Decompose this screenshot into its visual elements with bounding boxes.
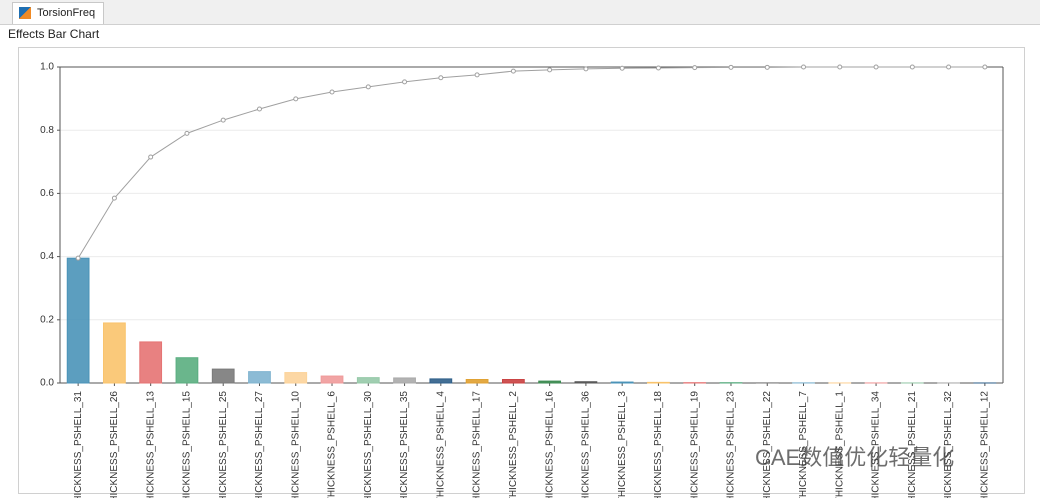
x-tick-label: THICKNESS_PSHELL_19 — [689, 391, 700, 498]
cumulative-marker — [293, 96, 299, 102]
cumulative-marker — [365, 84, 371, 90]
cumulative-marker — [402, 79, 408, 85]
bar — [66, 257, 90, 384]
x-tick-label: THICKNESS_PSHELL_23 — [726, 391, 737, 498]
cumulative-marker — [764, 64, 770, 70]
bar — [647, 381, 670, 384]
tab[interactable]: TorsionFreq — [12, 2, 105, 24]
x-tick-label: THICKNESS_PSHELL_35 — [399, 391, 410, 498]
x-tick-label: THICKNESS_PSHELL_4 — [435, 391, 446, 498]
bar — [284, 372, 308, 384]
cumulative-marker — [111, 195, 117, 201]
cumulative-marker — [184, 130, 190, 136]
cumulative-marker — [148, 154, 154, 160]
cumulative-marker — [220, 117, 226, 123]
cumulative-marker — [801, 64, 807, 70]
x-tick-label: THICKNESS_PSHELL_13 — [145, 391, 156, 498]
bar — [248, 371, 271, 384]
bar — [610, 381, 634, 384]
x-tick-label: THICKNESS_PSHELL_22 — [762, 391, 773, 498]
x-tick-label: THICKNESS_PSHELL_12 — [980, 391, 991, 498]
chart-frame — [18, 47, 1025, 494]
x-tick-label: THICKNESS_PSHELL_21 — [907, 391, 918, 498]
x-tick-label: THICKNESS_PSHELL_3 — [617, 391, 628, 498]
cumulative-marker — [873, 64, 879, 70]
x-tick-label: THICKNESS_PSHELL_31 — [73, 391, 84, 498]
x-tick-label: THICKNESS_PSHELL_25 — [218, 391, 229, 498]
x-tick-label: THICKNESS_PSHELL_1 — [834, 391, 845, 498]
cumulative-marker — [909, 64, 915, 70]
cumulative-marker — [619, 65, 625, 71]
x-tick-label: THICKNESS_PSHELL_16 — [544, 391, 555, 498]
x-tick-label: THICKNESS_PSHELL_2 — [508, 391, 519, 498]
x-tick-label: THICKNESS_PSHELL_27 — [254, 391, 265, 498]
bar — [103, 322, 126, 384]
cumulative-marker — [655, 65, 661, 71]
cumulative-marker — [692, 65, 698, 71]
bar — [320, 375, 344, 384]
bar — [393, 377, 416, 384]
y-tick-label: 0.8 — [40, 125, 54, 136]
x-tick-label: THICKNESS_PSHELL_36 — [581, 391, 592, 498]
bar — [501, 379, 525, 384]
x-tick-label: THICKNESS_PSHELL_30 — [363, 391, 374, 498]
bar — [356, 377, 380, 384]
cumulative-line — [77, 66, 985, 259]
cumulative-marker — [438, 75, 444, 81]
y-tick-label: 0.0 — [40, 378, 54, 389]
cumulative-marker — [256, 106, 262, 112]
x-tick-label: THICKNESS_PSHELL_32 — [943, 391, 954, 498]
x-tick-label: THICKNESS_PSHELL_10 — [290, 391, 301, 498]
bar — [429, 378, 453, 384]
x-tick-label: THICKNESS_PSHELL_6 — [327, 391, 338, 498]
cumulative-marker — [728, 64, 734, 70]
x-tick-label: THICKNESS_PSHELL_26 — [109, 391, 120, 498]
y-tick-label: 0.6 — [40, 188, 54, 199]
tab-label[interactable]: TorsionFreq — [37, 7, 96, 19]
bar — [465, 379, 489, 384]
cumulative-marker — [510, 68, 516, 74]
y-tick-label: 0.2 — [40, 314, 54, 325]
cumulative-marker — [474, 72, 480, 78]
cumulative-marker — [329, 89, 335, 95]
cumulative-marker — [837, 64, 843, 70]
x-tick-label: THICKNESS_PSHELL_34 — [871, 391, 882, 498]
bar — [538, 380, 562, 384]
bar — [574, 381, 598, 384]
cumulative-marker — [75, 255, 81, 261]
y-tick-label: 1.0 — [40, 62, 54, 73]
x-tick-label: THICKNESS_PSHELL_18 — [653, 391, 664, 498]
cumulative-marker — [982, 64, 988, 70]
bar — [175, 357, 199, 384]
x-tick-label: THICKNESS_PSHELL_15 — [182, 391, 193, 498]
watermark: CAE数值优化轻量化 — [755, 445, 955, 470]
cumulative-marker — [946, 64, 952, 70]
bar — [139, 341, 163, 384]
y-tick-label: 0.4 — [40, 251, 54, 262]
panel-title: Effects Bar Chart — [8, 27, 100, 41]
cumulative-marker — [547, 67, 553, 73]
x-tick-label: THICKNESS_PSHELL_17 — [472, 391, 483, 498]
x-tick-label: THICKNESS_PSHELL_7 — [798, 391, 809, 498]
bar — [211, 368, 235, 384]
cumulative-marker — [583, 66, 589, 72]
tab-bar: TorsionFreq — [0, 0, 1040, 25]
